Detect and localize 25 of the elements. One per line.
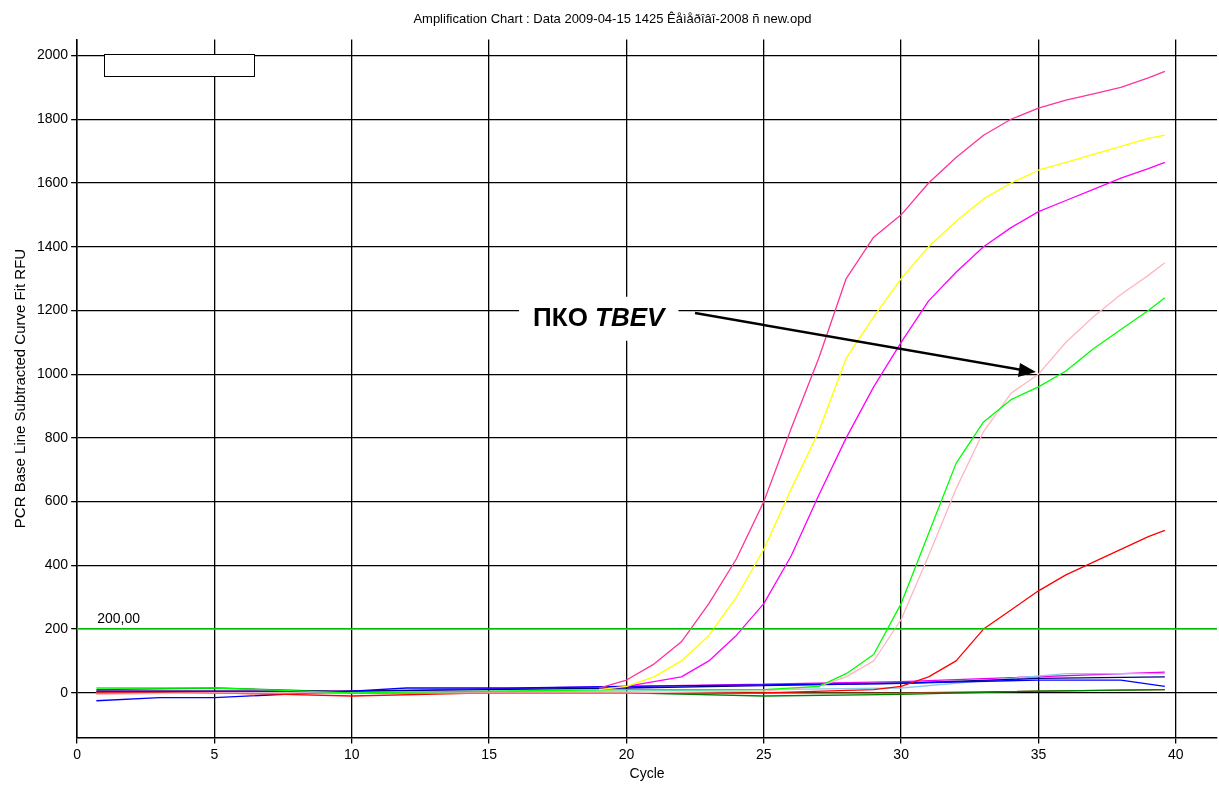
- y-tick-label: 1800: [36, 110, 69, 127]
- y-tick-label: 2000: [36, 46, 69, 63]
- y-tick-label: 800: [44, 428, 69, 445]
- x-tick-label: 20: [618, 745, 635, 762]
- x-tick-label: 30: [893, 745, 910, 762]
- chart-title: Amplification Chart : Data 2009-04-15 1425 Êåìåðîâî-2008 ñ new.opd: [413, 11, 812, 27]
- y-tick-label: 600: [44, 492, 69, 509]
- y-tick-label: 1000: [36, 365, 69, 382]
- x-axis-title: Cycle: [629, 765, 665, 782]
- x-tick-label: 5: [210, 745, 219, 762]
- y-tick-label: 200: [44, 619, 69, 636]
- annotation: ПКО TBEV: [533, 301, 668, 332]
- x-tick-label: 35: [1030, 745, 1047, 762]
- x-tick-label: 10: [344, 745, 360, 762]
- y-tick-label: 400: [44, 556, 69, 573]
- y-tick-label: 1600: [36, 173, 69, 190]
- ref-line-label: 200,00: [97, 609, 141, 626]
- x-tick-label: 0: [73, 745, 82, 762]
- y-axis-title: PCR Base Line Subtracted Curve Fit RFU: [11, 248, 29, 529]
- y-tick-label: 0: [60, 683, 69, 700]
- y-tick-label: 1200: [36, 301, 69, 318]
- y-tick-label: 1400: [36, 237, 69, 254]
- x-tick-label: 25: [756, 745, 772, 762]
- x-tick-label: 15: [481, 745, 498, 762]
- x-tick-label: 40: [1168, 745, 1184, 762]
